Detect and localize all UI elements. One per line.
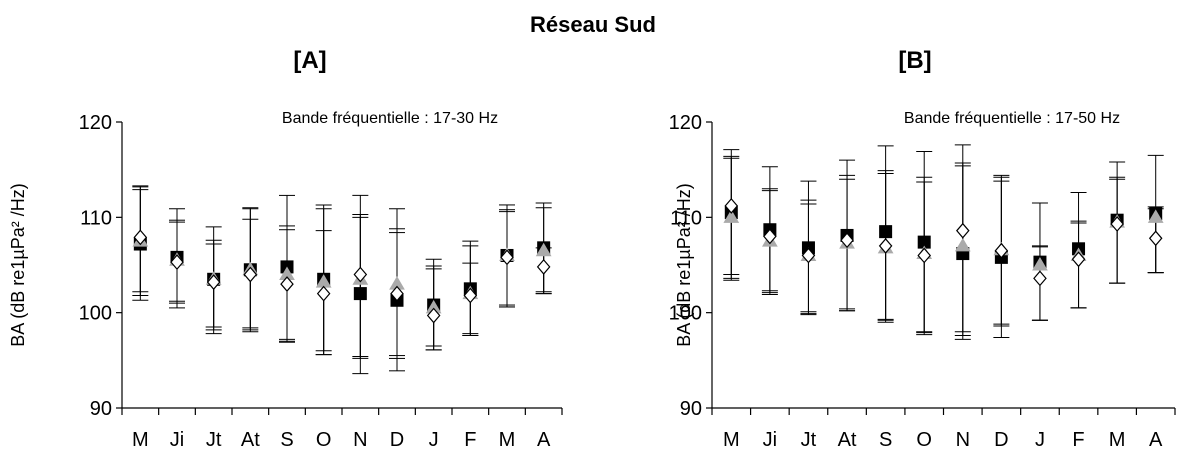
data-point-diamond bbox=[994, 242, 1009, 259]
x-tick-label: O bbox=[316, 429, 332, 451]
band-annotation: Bande fréquentielle : 17-50 Hz bbox=[904, 110, 1120, 127]
data-point-diamond bbox=[1071, 251, 1086, 268]
data-point-triangle bbox=[535, 242, 552, 257]
data-point-square bbox=[353, 287, 367, 301]
x-tick-label: M bbox=[723, 429, 740, 451]
y-axis-label: BA (dB re1µPa² /Hz) bbox=[674, 183, 694, 346]
x-tick-label: J bbox=[1035, 429, 1045, 451]
y-tick-label: 120 bbox=[79, 112, 112, 134]
x-tick-label: S bbox=[280, 429, 293, 451]
x-tick-label: Jt bbox=[206, 429, 222, 451]
x-tick-label: D bbox=[994, 429, 1008, 451]
data-point-diamond bbox=[956, 222, 970, 239]
data-point-square bbox=[879, 225, 893, 239]
data-point-diamond bbox=[353, 266, 368, 283]
data-point-diamond bbox=[133, 229, 148, 246]
data-point-diamond bbox=[1148, 230, 1163, 247]
x-tick-label: N bbox=[353, 429, 367, 451]
x-tick-label: N bbox=[956, 429, 970, 451]
x-tick-label: S bbox=[879, 429, 892, 451]
data-point-diamond bbox=[840, 232, 854, 249]
data-point-diamond bbox=[390, 285, 404, 302]
x-tick-label: M bbox=[499, 429, 516, 451]
data-point-diamond bbox=[206, 274, 221, 291]
y-axis-label: BA (dB re1µPa² /Hz) bbox=[8, 183, 28, 346]
data-point-triangle bbox=[1032, 257, 1048, 271]
y-tick-label: 100 bbox=[669, 303, 702, 325]
x-tick-label: At bbox=[241, 429, 260, 451]
data-point-diamond bbox=[316, 285, 331, 302]
x-tick-label: Ji bbox=[763, 429, 777, 451]
data-point-triangle bbox=[1147, 209, 1164, 223]
data-point-diamond bbox=[463, 287, 478, 304]
y-tick-label: 110 bbox=[670, 207, 702, 229]
x-tick-label: M bbox=[1109, 429, 1126, 451]
band-annotation: Bande fréquentielle : 17-30 Hz bbox=[282, 110, 498, 127]
data-point-diamond bbox=[917, 247, 931, 264]
y-tick-label: 120 bbox=[669, 112, 702, 134]
panel-title: [B] bbox=[898, 47, 931, 74]
panel-title: [A] bbox=[293, 47, 326, 74]
y-tick-label: 100 bbox=[79, 303, 112, 325]
data-point-diamond bbox=[801, 247, 816, 264]
x-tick-label: D bbox=[390, 429, 404, 451]
data-point-triangle bbox=[954, 237, 971, 252]
y-tick-label: 110 bbox=[80, 207, 112, 229]
x-tick-label: M bbox=[132, 429, 149, 451]
x-tick-label: At bbox=[838, 429, 857, 451]
data-point-diamond bbox=[1110, 216, 1124, 232]
x-tick-label: Ji bbox=[170, 429, 184, 451]
data-point-diamond bbox=[763, 228, 777, 245]
x-tick-label: A bbox=[537, 429, 551, 451]
data-point-diamond bbox=[500, 249, 514, 266]
data-point-diamond bbox=[1033, 270, 1047, 287]
y-tick-label: 90 bbox=[680, 398, 702, 420]
x-tick-label: J bbox=[429, 429, 439, 451]
figure-title: Réseau Sud bbox=[530, 12, 656, 37]
data-point-diamond bbox=[243, 266, 258, 283]
chart-panel-a: [A] Bande fréquentielle : 17-30 Hz BA (dB … bbox=[8, 47, 563, 451]
x-tick-label: A bbox=[1149, 429, 1163, 451]
x-tick-label: O bbox=[916, 429, 932, 451]
data-point-diamond bbox=[280, 276, 294, 292]
data-point-diamond bbox=[170, 254, 184, 271]
data-point-diamond bbox=[426, 307, 441, 324]
data-point-triangle bbox=[723, 209, 740, 223]
x-tick-label: F bbox=[1072, 429, 1084, 451]
chart-panel-b: [B] Bande fréquentielle : 17-50 Hz BA (dB … bbox=[669, 47, 1176, 451]
data-point-diamond bbox=[724, 197, 739, 214]
x-tick-label: F bbox=[464, 429, 476, 451]
x-tick-label: Jt bbox=[801, 429, 817, 451]
y-tick-label: 90 bbox=[90, 398, 112, 420]
data-point-diamond bbox=[536, 258, 551, 275]
data-point-diamond bbox=[878, 238, 893, 254]
